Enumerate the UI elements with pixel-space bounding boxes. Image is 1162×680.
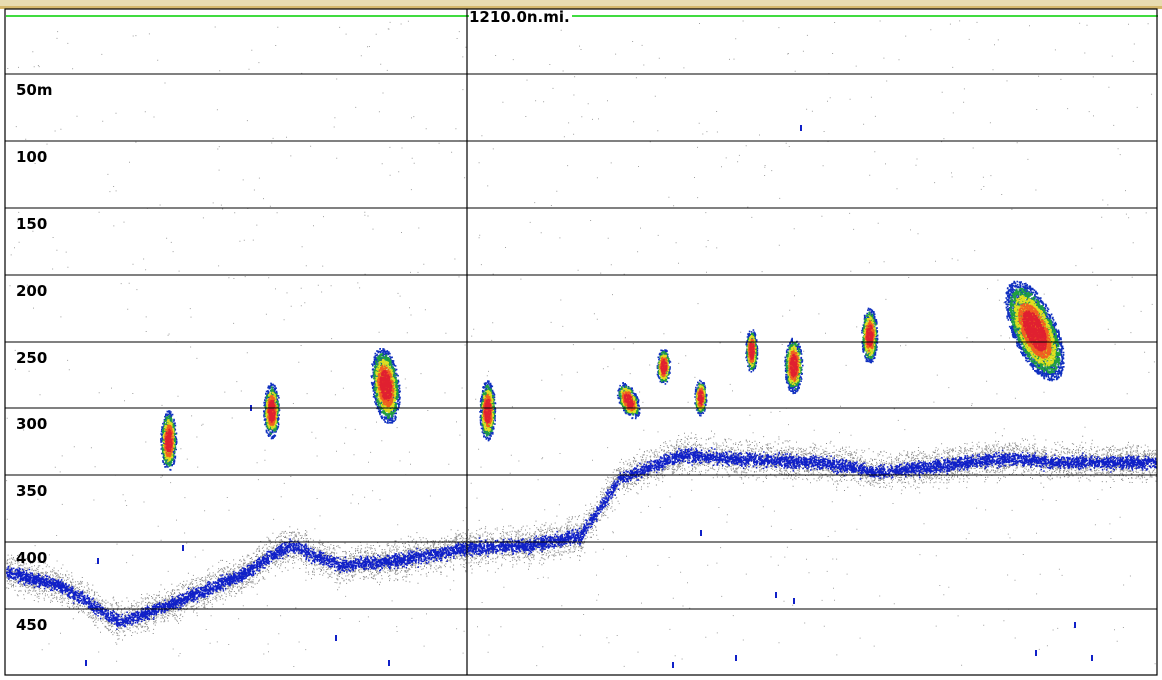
- fish-school-band: [164, 428, 173, 453]
- echo-tick: [388, 660, 390, 666]
- fish-school: [694, 379, 708, 417]
- depth-label-150: 150: [16, 215, 48, 233]
- fish-school: [263, 382, 281, 440]
- depth-label-400: 400: [16, 549, 48, 567]
- fish-school-band: [789, 353, 798, 378]
- header-band: [0, 0, 1162, 9]
- depth-label-450: 450: [16, 616, 48, 634]
- fish-school-band: [379, 370, 393, 402]
- depth-label-200: 200: [16, 282, 48, 300]
- fish-school: [160, 410, 178, 471]
- fish-school-band: [1022, 310, 1048, 352]
- echo-scatter: [6, 20, 1158, 667]
- fish-school-band: [660, 359, 668, 375]
- echo-tick: [1035, 650, 1037, 656]
- depth-label-50: 50m: [16, 81, 53, 99]
- echo-tick: [793, 598, 795, 604]
- scatter-layer-core: [6, 447, 1158, 630]
- fish-school: [1004, 280, 1065, 382]
- echo-tick: [182, 545, 184, 551]
- echo-tick: [700, 530, 702, 536]
- depth-grid: [4, 8, 1158, 676]
- fish-schools: [85, 125, 1093, 668]
- echo-tick: [775, 592, 777, 598]
- fish-school-band: [865, 324, 874, 347]
- fish-school: [479, 380, 497, 442]
- fish-school: [861, 307, 879, 364]
- echo-tick: [97, 558, 99, 564]
- echo-tick: [1074, 622, 1076, 628]
- echo-tick: [85, 660, 87, 666]
- echo-tick: [672, 662, 674, 668]
- depth-label-100: 100: [16, 148, 48, 166]
- depth-label-300: 300: [16, 415, 48, 433]
- echo-tick: [735, 655, 737, 661]
- header-band-marks: [0, 6, 1162, 9]
- distance-marker: 1210.0n.mi.: [469, 8, 572, 26]
- fish-school: [784, 337, 804, 395]
- depth-label-350: 350: [16, 482, 48, 500]
- fish-school-band: [483, 398, 492, 424]
- echo-tick: [1091, 655, 1093, 661]
- fish-school: [370, 348, 401, 424]
- fish-school-band: [623, 393, 635, 409]
- fish-school: [656, 349, 672, 385]
- echo-tick: [800, 125, 802, 131]
- depth-label-250: 250: [16, 349, 48, 367]
- fish-school-band: [697, 390, 704, 406]
- fish-school-band: [267, 400, 276, 423]
- echo-tick: [335, 635, 337, 641]
- fish-school-band: [748, 342, 755, 360]
